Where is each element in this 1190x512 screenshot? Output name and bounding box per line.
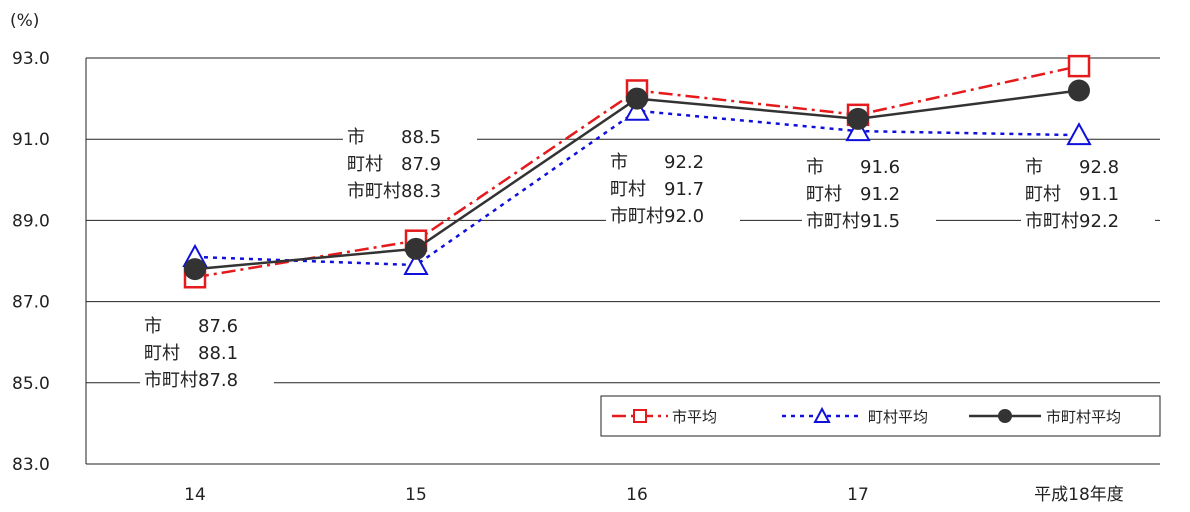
annotation-line: 町村 91.1 xyxy=(1025,184,1119,205)
y-tick-label: 91.0 xyxy=(12,130,50,150)
data-point-triangle xyxy=(624,97,650,121)
legend-marker-square xyxy=(633,409,647,423)
data-point-circle xyxy=(405,237,427,260)
annotation-line: 市町村92.0 xyxy=(610,206,704,227)
annotation-backdrop xyxy=(343,123,477,199)
annotation-line: 市 92.2 xyxy=(610,152,704,173)
legend-box xyxy=(600,395,1161,437)
x-tick-label: 16 xyxy=(626,485,648,505)
annotation-line: 市町村87.8 xyxy=(144,370,238,391)
annotation-line: 市町村92.2 xyxy=(1025,211,1119,232)
y-tick-label: 93.0 xyxy=(12,49,50,69)
y-axis-ticks: 93.0 91.0 89.0 87.0 85.0 83.0 xyxy=(12,49,50,475)
x-tick-label: 17 xyxy=(847,485,869,505)
data-point-circle xyxy=(1068,79,1090,102)
x-tick-label: 15 xyxy=(405,485,427,505)
annotation-line: 市 91.6 xyxy=(806,157,900,178)
annotation-backdrop xyxy=(802,153,936,229)
annotation-group: 市 87.6 町村 88.1 市町村87.8 市 88.5 町村 87.9 市町村88.3… xyxy=(140,123,1155,391)
legend: 市平均 町村平均 市町村平均 xyxy=(600,395,1161,437)
annotation-backdrop xyxy=(1021,153,1155,229)
annotation-line: 町村 91.7 xyxy=(610,179,704,200)
x-tick-label: 平成18年度 xyxy=(1034,485,1124,505)
data-point-circle xyxy=(847,107,869,130)
annotation-line: 市 87.6 xyxy=(144,316,238,337)
y-tick-label: 89.0 xyxy=(12,211,50,231)
series-line-1 xyxy=(194,109,1080,267)
annotation-line: 市 92.8 xyxy=(1025,157,1119,178)
annotation-line: 町村 88.1 xyxy=(144,343,238,364)
annotation-backdrop xyxy=(606,148,740,224)
annotation-line: 市 88.5 xyxy=(347,127,441,148)
legend-label: 町村平均 xyxy=(868,408,928,426)
series-group xyxy=(182,54,1092,289)
data-point-circle xyxy=(626,87,648,110)
data-point-triangle xyxy=(403,251,429,276)
x-axis-ticks: 14 15 16 17 平成18年度 xyxy=(184,485,1124,505)
y-unit-label: (%) xyxy=(10,11,39,31)
legend-marker-triangle xyxy=(813,406,831,423)
legend-label: 市平均 xyxy=(672,408,717,426)
y-tick-label: 83.0 xyxy=(12,455,50,475)
x-tick-label: 14 xyxy=(184,485,206,505)
annotation-line: 町村 87.9 xyxy=(347,154,441,175)
y-tick-label: 85.0 xyxy=(12,374,50,394)
data-point-triangle xyxy=(1066,122,1092,146)
y-tick-label: 87.0 xyxy=(12,293,50,313)
data-point-circle xyxy=(184,258,206,281)
annotation-line: 市町村91.5 xyxy=(806,211,900,232)
legend-marker-circle xyxy=(998,409,1012,423)
annotation-line: 町村 91.2 xyxy=(806,184,900,205)
annotation-backdrop xyxy=(140,312,274,388)
data-point-square xyxy=(1067,54,1091,78)
legend-label: 市町村平均 xyxy=(1046,408,1121,426)
annotation-line: 市町村88.3 xyxy=(347,181,441,202)
data-point-triangle xyxy=(845,118,871,142)
